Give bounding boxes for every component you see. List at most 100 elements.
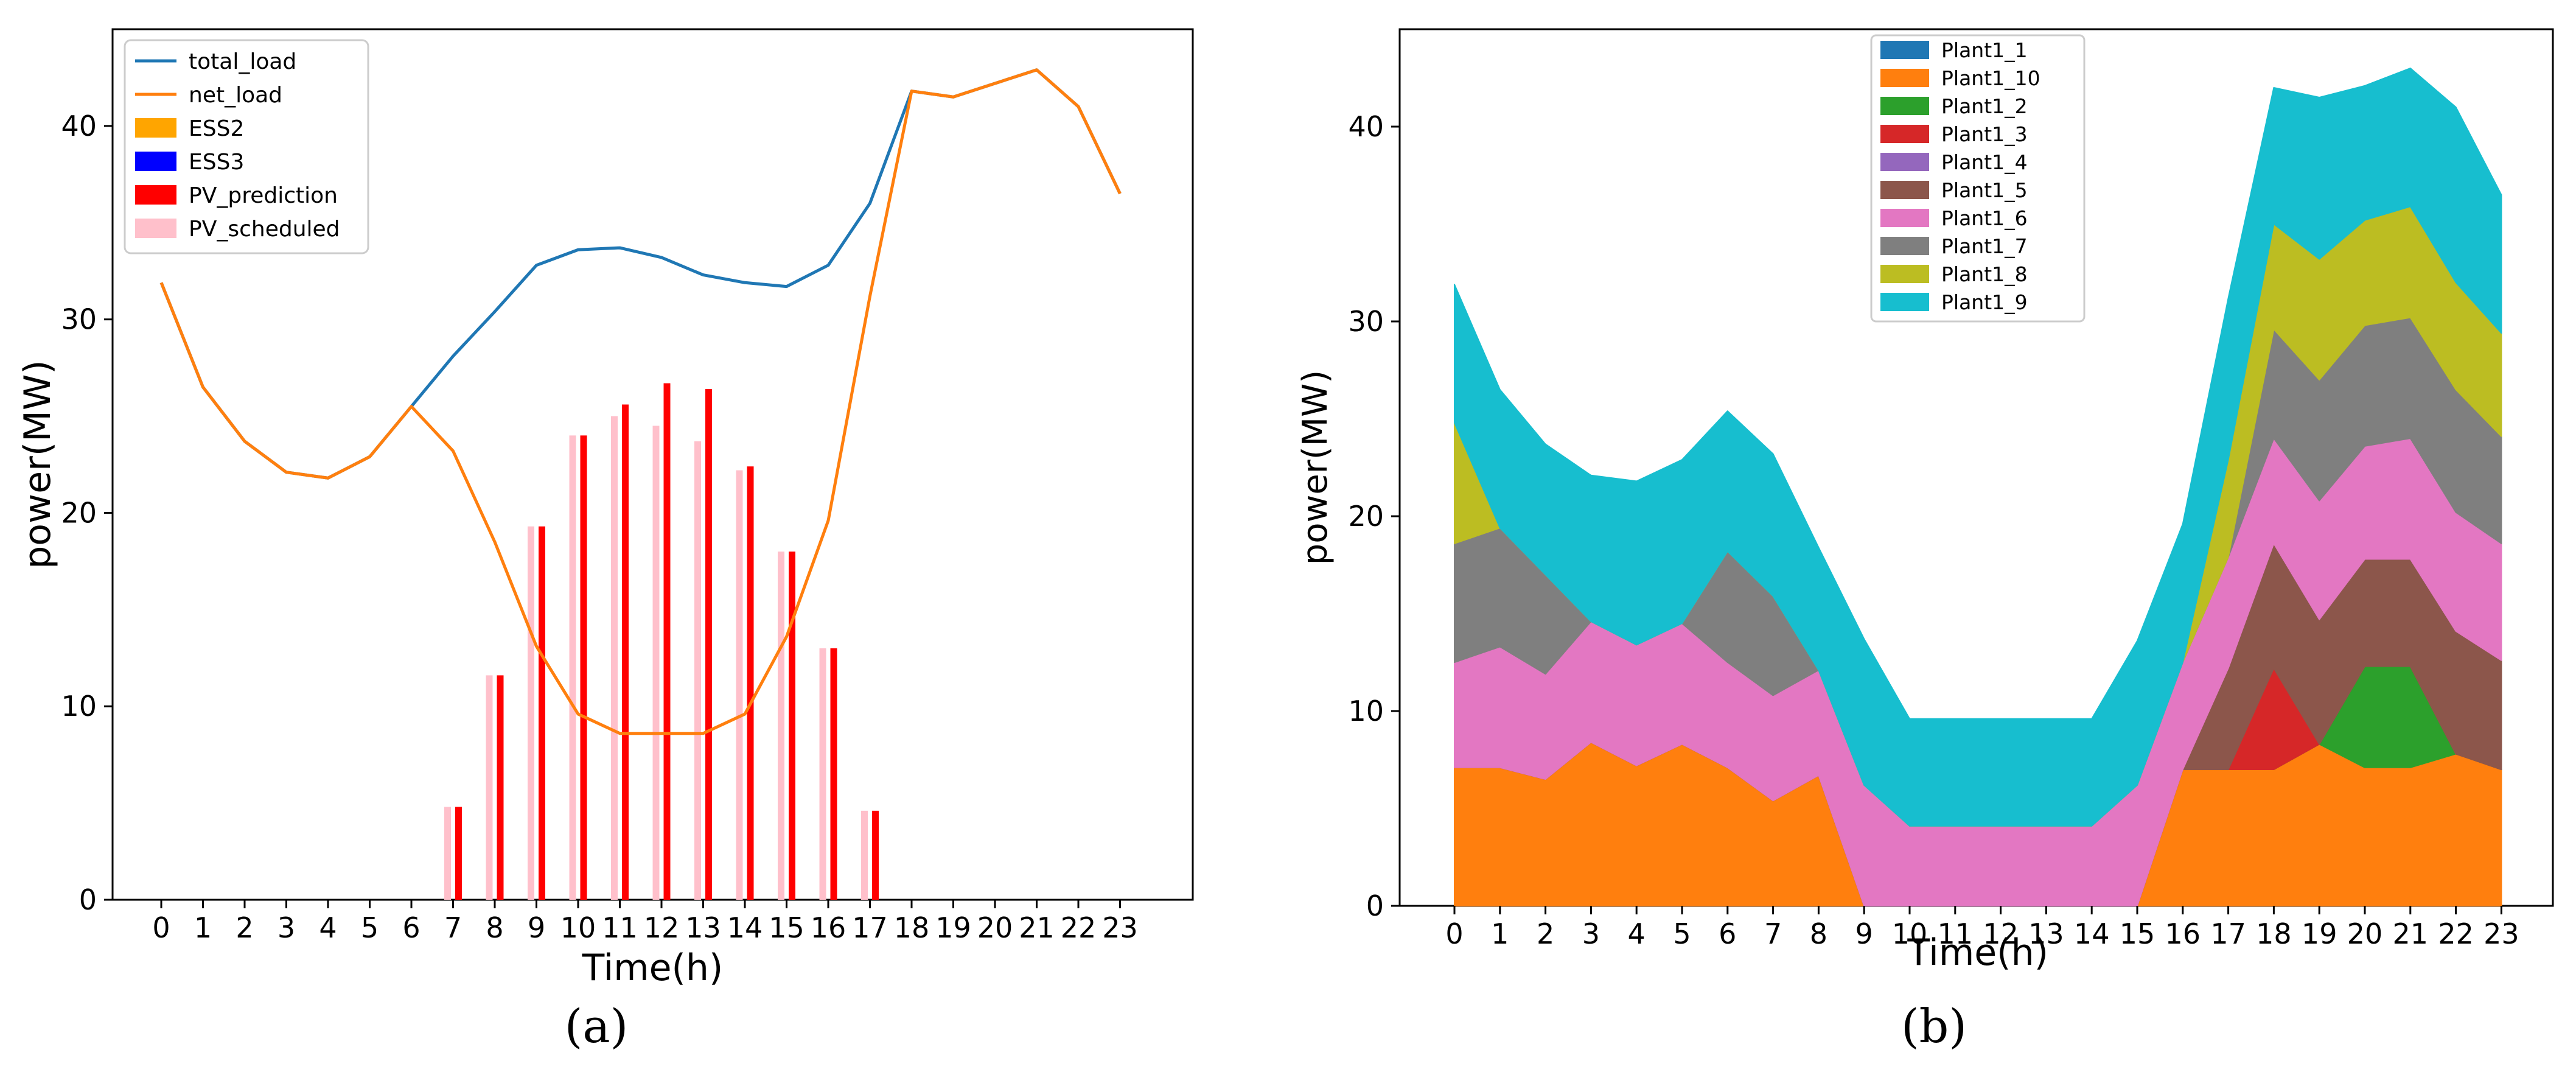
x-tick-label: 1 xyxy=(194,911,212,944)
x-tick-label: 6 xyxy=(402,911,420,944)
legend-swatch xyxy=(1880,41,1929,59)
area-plant1-9 xyxy=(1454,68,2502,827)
x-tick-label: 7 xyxy=(1764,917,1782,950)
x-tick-label: 20 xyxy=(977,911,1013,944)
x-tick-label: 2 xyxy=(236,911,253,944)
legend-label: Plant1_5 xyxy=(1941,178,2028,202)
line-net-load xyxy=(159,68,1122,735)
legend-label: PV_prediction xyxy=(189,183,338,208)
x-tick-label: 11 xyxy=(1938,917,1974,950)
bar-pv-prediction xyxy=(455,807,462,900)
x-tick-label: 19 xyxy=(2302,917,2337,950)
x-tick-label: 15 xyxy=(769,911,805,944)
legend-swatch xyxy=(1880,153,1929,171)
bar-pv-prediction xyxy=(747,466,754,900)
x-tick-label: 12 xyxy=(1983,917,2019,950)
y-axis-label: power(MW) xyxy=(1296,370,1335,565)
x-tick-label: 12 xyxy=(644,911,680,944)
legend-label: Plant1_4 xyxy=(1941,150,2028,174)
y-tick-label: 20 xyxy=(61,496,97,529)
x-tick-label: 17 xyxy=(2210,917,2246,950)
panel-label-b: (b) xyxy=(1901,999,1967,1053)
x-tick-label: 5 xyxy=(1673,917,1691,950)
x-axis-label: Time(h) xyxy=(1907,931,2048,974)
x-tick-label: 23 xyxy=(2484,917,2519,950)
y-tick-label: 0 xyxy=(1366,889,1384,922)
bar-pv-scheduled xyxy=(819,648,826,900)
legend-swatch xyxy=(1880,69,1929,87)
x-tick-label: 8 xyxy=(486,911,503,944)
x-tick-label: 16 xyxy=(2165,917,2201,950)
legend-label: ESS2 xyxy=(189,116,244,141)
x-tick-label: 3 xyxy=(1582,917,1600,950)
legend-box xyxy=(124,39,369,254)
bar-pv-scheduled xyxy=(569,435,576,900)
x-tick-label: 8 xyxy=(1810,917,1827,950)
legend: Plant1_1 Plant1_10 Plant1_2 Plant1_3 Plant1_… xyxy=(1870,34,2086,323)
legend-swatch xyxy=(1880,181,1929,199)
x-tick-label: 22 xyxy=(1061,911,1097,944)
y-tick-label: 20 xyxy=(1348,500,1384,533)
legend-swatch xyxy=(1880,125,1929,143)
y-axis-label: power(MW) xyxy=(16,360,59,569)
legend-swatch xyxy=(135,152,176,171)
x-tick-label: 3 xyxy=(277,911,295,944)
x-tick-label: 22 xyxy=(2438,917,2474,950)
bar-pv-prediction xyxy=(663,383,671,900)
bar-pv-prediction xyxy=(622,404,629,900)
x-tick-label: 18 xyxy=(894,911,930,944)
x-axis-label: Time(h) xyxy=(582,947,724,989)
x-tick-label: 21 xyxy=(1019,911,1055,944)
bar-pv-prediction xyxy=(789,552,795,900)
bar-pv-scheduled xyxy=(444,807,451,900)
bar-pv-prediction xyxy=(497,675,504,900)
legend-swatch xyxy=(135,185,176,205)
bar-pv-scheduled xyxy=(861,810,868,900)
x-tick-label: 4 xyxy=(319,911,337,944)
legend-label: Plant1_3 xyxy=(1941,122,2028,146)
bar-pv-scheduled xyxy=(611,416,618,900)
bar-pv-prediction xyxy=(705,389,712,900)
legend-label: Plant1_2 xyxy=(1941,94,2028,118)
y-tick-label: 10 xyxy=(61,690,97,723)
bar-pv-prediction xyxy=(830,648,837,900)
x-tick-label: 10 xyxy=(1892,917,1928,950)
x-tick-label: 4 xyxy=(1628,917,1646,950)
legend-label: total_load xyxy=(189,49,296,74)
legend-swatch xyxy=(1880,97,1929,115)
x-tick-label: 13 xyxy=(685,911,721,944)
x-tick-label: 0 xyxy=(1445,917,1463,950)
legend-label: Plant1_10 xyxy=(1941,66,2040,90)
x-tick-label: 23 xyxy=(1102,911,1138,944)
x-tick-label: 2 xyxy=(1537,917,1554,950)
legend: total_load net_load ESS2 ESS3 PV_prediction P… xyxy=(124,39,369,254)
x-tick-label: 6 xyxy=(1719,917,1736,950)
x-tick-label: 9 xyxy=(528,911,545,944)
bar-pv-scheduled xyxy=(694,441,701,900)
x-tick-label: 21 xyxy=(2393,917,2429,950)
legend-label: Plant1_7 xyxy=(1941,234,2028,258)
x-tick-label: 19 xyxy=(935,911,971,944)
bar-pv-prediction xyxy=(580,435,587,900)
y-tick-label: 30 xyxy=(1348,305,1384,338)
x-tick-label: 5 xyxy=(361,911,379,944)
y-tick-label: 30 xyxy=(61,303,97,336)
x-tick-label: 14 xyxy=(727,911,763,944)
legend-swatch xyxy=(135,118,176,138)
legend-swatch xyxy=(1880,209,1929,227)
x-tick-label: 1 xyxy=(1491,917,1509,950)
x-tick-label: 13 xyxy=(2028,917,2064,950)
panel-label-a: (a) xyxy=(565,999,629,1053)
legend-swatch xyxy=(1880,293,1929,311)
x-tick-label: 18 xyxy=(2256,917,2292,950)
x-tick-label: 0 xyxy=(152,911,170,944)
x-tick-label: 14 xyxy=(2074,917,2110,950)
bar-pv-scheduled xyxy=(778,552,784,900)
x-tick-label: 15 xyxy=(2120,917,2155,950)
y-tick-label: 10 xyxy=(1348,695,1384,727)
bar-pv-scheduled xyxy=(652,426,660,900)
legend-swatch xyxy=(1880,265,1929,283)
x-tick-label: 7 xyxy=(444,911,462,944)
